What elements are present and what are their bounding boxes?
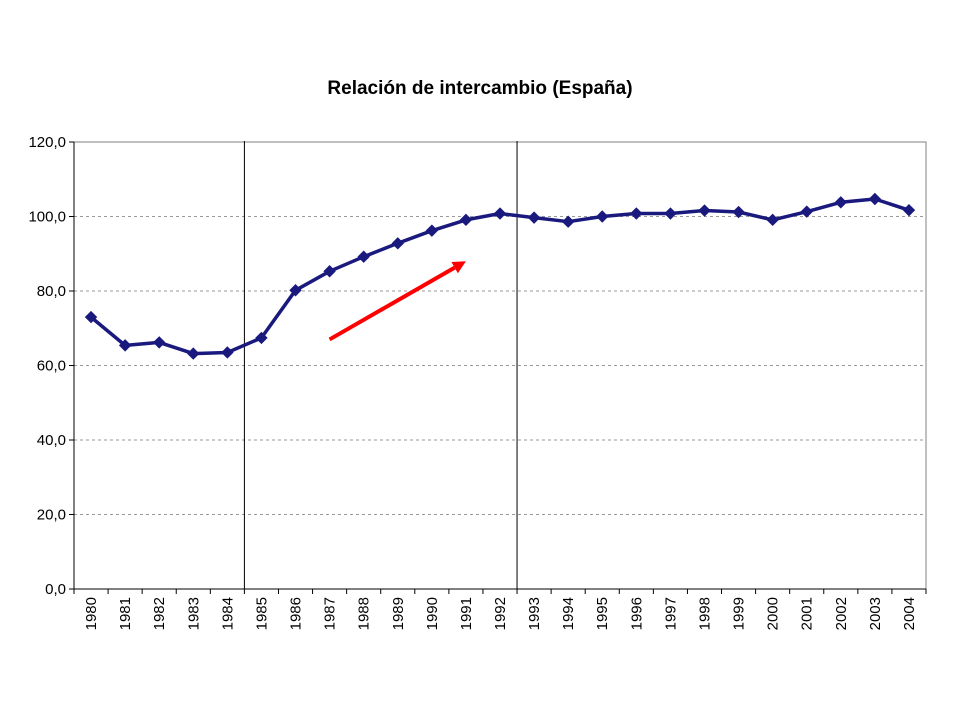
y-tick-label: 60,0 — [37, 358, 66, 375]
x-tick-label: 1996 — [628, 597, 645, 630]
x-tick-label: 2002 — [833, 597, 850, 630]
data-point-marker — [596, 210, 609, 223]
x-tick-label: 1983 — [185, 597, 202, 630]
trend-arrow-head — [451, 261, 466, 274]
x-tick-label: 1982 — [151, 597, 168, 630]
x-tick-label: 1994 — [560, 597, 577, 630]
x-tick-label: 1992 — [492, 597, 509, 630]
y-tick-label: 20,0 — [37, 507, 66, 524]
x-tick-label: 1988 — [356, 597, 373, 630]
data-point-marker — [221, 346, 234, 359]
x-tick-label: 1989 — [390, 597, 407, 630]
x-tick-label: 1987 — [322, 597, 339, 630]
y-tick-label: 80,0 — [37, 283, 66, 300]
data-point-marker — [561, 215, 575, 228]
data-point-marker — [527, 211, 541, 224]
x-tick-label: 1995 — [594, 597, 611, 630]
data-point-marker — [425, 224, 439, 237]
x-tick-label: 2004 — [901, 597, 918, 630]
data-point-marker — [391, 237, 404, 250]
x-tick-label: 1991 — [458, 597, 475, 630]
data-point-marker — [152, 336, 166, 349]
y-tick-label: 40,0 — [37, 432, 66, 449]
data-point-marker — [493, 207, 507, 220]
x-tick-label: 2003 — [867, 597, 884, 630]
data-point-marker — [84, 310, 98, 324]
data-point-marker — [732, 205, 745, 219]
x-tick-label: 1999 — [731, 597, 748, 630]
data-point-marker — [698, 204, 711, 217]
data-point-marker — [834, 196, 848, 209]
x-tick-label: 1981 — [117, 597, 134, 630]
y-tick-label: 100,0 — [28, 209, 66, 226]
x-tick-label: 1998 — [696, 597, 713, 630]
data-point-marker — [255, 331, 268, 345]
data-point-marker — [766, 213, 779, 227]
x-tick-label: 1993 — [526, 597, 543, 630]
data-point-marker — [868, 192, 882, 206]
x-tick-label: 1986 — [288, 597, 305, 630]
data-point-marker — [357, 250, 370, 263]
data-point-marker — [459, 213, 473, 227]
data-point-marker — [289, 284, 302, 297]
x-tick-label: 1997 — [662, 597, 679, 630]
x-tick-label: 1984 — [219, 597, 236, 630]
y-tick-label: 0,0 — [45, 581, 66, 598]
data-point-marker — [187, 347, 200, 360]
trend-arrow-shaft — [328, 265, 456, 342]
data-point-marker — [800, 205, 813, 218]
x-tick-label: 1990 — [424, 597, 441, 630]
data-point-marker — [118, 339, 132, 352]
data-point-marker — [902, 203, 916, 217]
series-line — [89, 197, 910, 356]
x-tick-label: 1985 — [253, 597, 270, 630]
chart-title: Relación de intercambio (España) — [327, 78, 633, 99]
x-tick-label: 2000 — [765, 597, 782, 630]
data-point-marker — [664, 207, 677, 220]
x-tick-label: 1980 — [83, 597, 100, 630]
y-tick-label: 120,0 — [28, 134, 66, 151]
data-point-marker — [630, 207, 643, 220]
x-tick-label: 2001 — [799, 597, 816, 630]
data-point-marker — [323, 265, 336, 278]
